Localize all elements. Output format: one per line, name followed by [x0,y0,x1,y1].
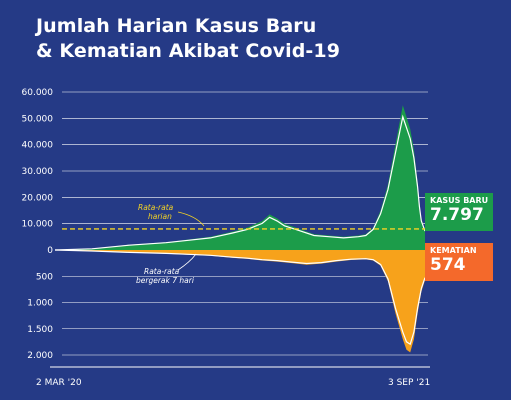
y-tick-label-cases: 20.000 [22,193,54,203]
y-tick-label-deaths: 1.500 [27,325,53,335]
x-axis-end-label: 3 SEP '21 [388,378,430,388]
chart-title-line-2: & Kematian Akibat Covid-19 [36,40,341,62]
y-tick-label-deaths: 2.000 [27,351,53,361]
cases-area [55,105,425,250]
deaths-moving-average-line [54,249,426,346]
chart-title-line-1: Jumlah Harian Kasus Baru [36,15,317,37]
x-axis-start-label: 2 MAR '20 [36,378,82,388]
y-tick-label-cases: 30.000 [22,167,54,177]
daily-average-label-2: harian [148,212,172,221]
y-tick-label-cases: 50.000 [22,114,54,124]
y-tick-label-cases: 0 [47,246,53,256]
daily-average-pointer [177,211,205,227]
y-tick-label-cases: 10.000 [22,220,54,230]
y-tick-label-cases: 40.000 [22,141,54,151]
moving-average-label-1: Rata-rata [144,267,180,276]
deaths-area [55,250,425,353]
cases-badge-value: 7.797 [430,205,484,225]
chart-title: Jumlah Harian Kasus Baru & Kematian Akib… [36,14,340,64]
moving-average-label-2: bergerak 7 hari [136,276,195,285]
gridlines [62,91,428,356]
cases-moving-average-line [54,114,426,251]
y-axis-ticks: 60.000 50.000 40.000 30.000 20.000 10.000 0 500… [22,88,54,361]
y-tick-label-deaths: 500 [36,272,53,282]
deaths-badge-value: 574 [430,255,466,275]
deaths-badge: KEMATIAN 574 [425,243,493,281]
cases-badge: KASUS BARU 7.797 [425,193,493,231]
y-tick-label-cases: 60.000 [22,88,54,98]
moving-average-pointer [177,253,197,271]
cases-badge-label: KASUS BARU [430,196,489,205]
deaths-badge-label: KEMATIAN [430,246,477,255]
y-tick-label-deaths: 1.000 [27,299,53,309]
daily-average-label-1: Rata-rata [138,203,174,212]
